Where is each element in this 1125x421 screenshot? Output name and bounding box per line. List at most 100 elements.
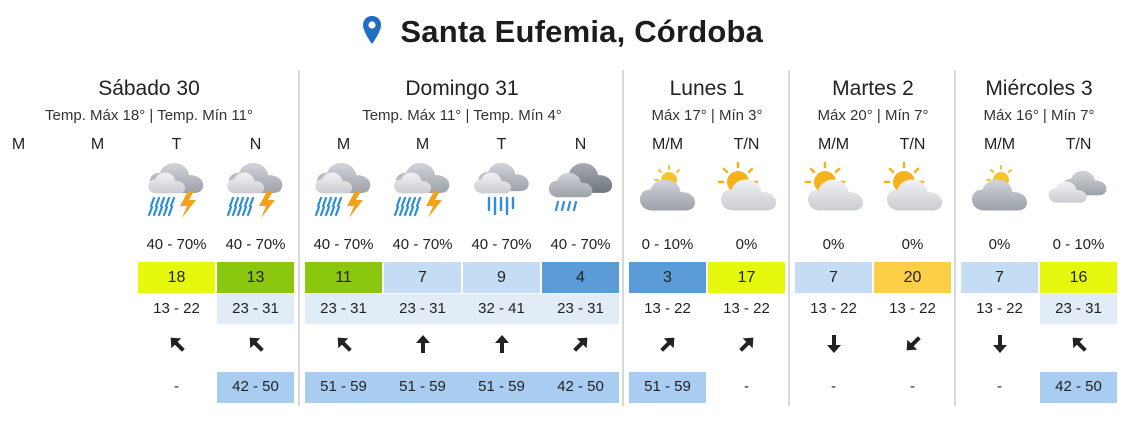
uv-cell-background	[542, 262, 619, 293]
wind-gust: -	[910, 378, 915, 395]
period-label: T	[496, 136, 507, 153]
uv-cell-background	[305, 262, 382, 293]
temperature-range: 23 - 31	[557, 300, 604, 317]
precipitation-probability: 0%	[901, 236, 924, 253]
uv-index: 7	[829, 269, 838, 286]
day-column-martes: Martes 2 Máx 20° | Mín 7° M/M T/N 0% 0% …	[788, 70, 956, 406]
day-name: Sábado 30	[98, 77, 200, 100]
cloud-faint-sun-icon	[629, 160, 706, 222]
day-column-miercoles: Miércoles 3 Máx 16° | Mín 7° M/M T/N 0% …	[954, 70, 1122, 406]
period-label: M/M	[983, 136, 1016, 153]
period-label: M	[336, 136, 351, 153]
uv-index: 11	[335, 269, 352, 286]
double-cloud-icon	[1040, 160, 1117, 222]
period-label: M	[11, 136, 26, 153]
northwest-arrow-icon	[305, 332, 382, 362]
south-arrow-icon	[961, 332, 1038, 362]
day-column-lunes: Lunes 1 Máx 17° | Mín 3° M/M T/N 0 - 10%…	[622, 70, 790, 406]
uv-cell-background	[795, 262, 872, 293]
gust-cell-background	[1040, 372, 1117, 403]
wind-gust: 51 - 59	[644, 378, 691, 395]
cloud-faint-sun-icon	[961, 160, 1038, 222]
heavy-rain-thunder-icon	[384, 160, 461, 222]
heavy-rain-thunder-icon	[305, 160, 382, 222]
day-name: Martes 2	[832, 77, 914, 100]
precipitation-probability: 0%	[822, 236, 845, 253]
day-temperature-summary: Temp. Máx 18° | Temp. Mín 11°	[45, 107, 253, 124]
location-header: Santa Eufemia, Córdoba	[0, 14, 1125, 54]
wind-gust: -	[174, 378, 179, 395]
uv-cell-background	[217, 262, 294, 293]
uv-index: 3	[663, 269, 672, 286]
temperature-cell-background	[217, 294, 294, 324]
period-label: M/M	[817, 136, 850, 153]
uv-cell-background	[874, 262, 951, 293]
period-label: T/N	[733, 136, 760, 153]
gust-cell-background	[629, 372, 706, 403]
wind-gust: 51 - 59	[320, 378, 367, 395]
uv-index: 20	[903, 269, 922, 286]
northwest-arrow-icon	[138, 332, 215, 362]
heavy-rain-thunder-icon	[138, 160, 215, 222]
location-pin-icon	[362, 15, 382, 50]
period-label: T	[171, 136, 182, 153]
precipitation-probability: 40 - 70%	[146, 236, 207, 253]
location-title: Santa Eufemia, Córdoba	[400, 14, 764, 49]
uv-cell-background	[961, 262, 1038, 293]
wind-gust: 42 - 50	[1055, 378, 1102, 395]
precipitation-probability: 0%	[988, 236, 1011, 253]
period-label: T/N	[1065, 136, 1092, 153]
precipitation-probability: 40 - 70%	[392, 236, 453, 253]
wind-gust: -	[744, 378, 749, 395]
wind-gust: 42 - 50	[557, 378, 604, 395]
northwest-arrow-icon	[1040, 332, 1117, 362]
northeast-arrow-icon	[708, 332, 785, 362]
north-arrow-icon	[463, 332, 540, 362]
day-temperature-summary: Temp. Máx 11° | Temp. Mín 4°	[362, 107, 562, 124]
precipitation-probability: 0%	[735, 236, 758, 253]
temperature-cell-background	[1040, 294, 1117, 324]
sun-behind-cloud-icon	[795, 160, 872, 222]
day-column-sabado: Sábado 30 Temp. Máx 18° | Temp. Mín 11° …	[0, 70, 298, 406]
uv-cell-background	[138, 262, 215, 293]
sun-behind-cloud-icon	[708, 160, 785, 222]
day-name: Lunes 1	[669, 77, 745, 100]
north-arrow-icon	[384, 332, 461, 362]
gust-cell-background	[305, 372, 619, 403]
uv-cell-background	[463, 262, 540, 293]
wind-gust: 51 - 59	[399, 378, 446, 395]
northeast-arrow-icon	[542, 332, 619, 362]
uv-index: 9	[497, 269, 506, 286]
temperature-range: 23 - 31	[399, 300, 446, 317]
precipitation-probability: 40 - 70%	[313, 236, 374, 253]
day-name: Domingo 31	[405, 77, 519, 100]
period-label: M/M	[651, 136, 684, 153]
temperature-range: 23 - 31	[232, 300, 279, 317]
period-label: T/N	[899, 136, 926, 153]
uv-cell-background	[384, 262, 461, 293]
period-label: N	[574, 136, 587, 153]
uv-index: 16	[1069, 269, 1088, 286]
wind-gust: 42 - 50	[232, 378, 279, 395]
day-temperature-summary: Máx 16° | Mín 7°	[983, 107, 1095, 124]
day-column-domingo: Domingo 31 Temp. Máx 11° | Temp. Mín 4° …	[298, 70, 624, 406]
south-arrow-icon	[795, 332, 872, 362]
gust-cell-background	[217, 372, 294, 403]
uv-cell-background	[708, 262, 785, 293]
day-name: Miércoles 3	[985, 77, 1093, 100]
dark-cloud-drizzle-icon	[542, 160, 619, 222]
temperature-range: 13 - 22	[976, 300, 1023, 317]
temperature-range: 13 - 22	[153, 300, 200, 317]
uv-cell-background	[629, 262, 706, 293]
cloud-rain-icon	[463, 160, 540, 222]
temperature-range: 23 - 31	[1055, 300, 1102, 317]
temperature-range: 13 - 22	[723, 300, 770, 317]
precipitation-probability: 0 - 10%	[641, 236, 694, 253]
uv-index: 18	[167, 269, 186, 286]
day-temperature-summary: Máx 20° | Mín 7°	[817, 107, 929, 124]
period-label: N	[249, 136, 262, 153]
uv-index: 4	[576, 269, 585, 286]
uv-index: 7	[995, 269, 1004, 286]
northeast-arrow-icon	[629, 332, 706, 362]
uv-index: 7	[418, 269, 427, 286]
